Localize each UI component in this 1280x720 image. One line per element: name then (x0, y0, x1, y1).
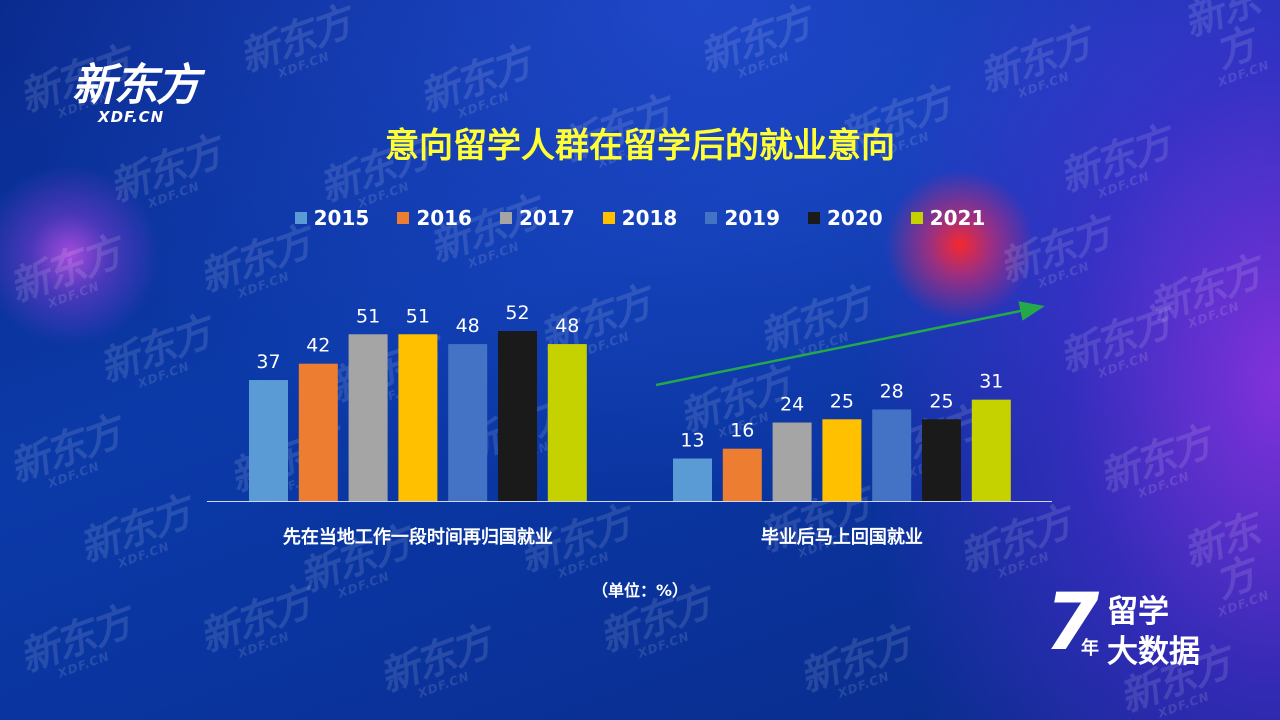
legend-label: 2016 (416, 206, 472, 230)
data-label: 31 (979, 371, 1003, 393)
legend-swatch (808, 212, 820, 224)
badge-line2: 大数据 (1107, 634, 1200, 670)
legend-item-2018: 2018 (602, 206, 678, 230)
legend-label: 2018 (621, 206, 678, 230)
badge-line1: 留学 (1107, 594, 1169, 630)
badge-year: 年 (1081, 638, 1099, 659)
legend-label: 2017 (518, 206, 575, 230)
bar-2017-0 (348, 334, 388, 501)
bar-2020-0 (498, 331, 537, 501)
badge-number: 7 (1045, 578, 1100, 668)
legend-swatch (602, 212, 615, 224)
bar-2021-0 (547, 344, 587, 501)
logo-domain: XDF.CN (98, 108, 165, 126)
legend-label: 2021 (929, 206, 986, 230)
legend-item-2019: 2019 (705, 206, 780, 230)
data-label: 48 (456, 315, 480, 337)
data-label: 51 (406, 305, 430, 327)
data-label: 48 (555, 315, 579, 337)
legend-item-2017: 2017 (499, 206, 575, 230)
chart-title: 意向留学人群在留学后的就业意向 (385, 126, 895, 166)
legend-swatch (705, 212, 718, 224)
bar-2020-1 (922, 419, 961, 501)
legend-label: 2015 (313, 206, 370, 230)
bar-2016-0 (298, 363, 338, 501)
bar-2017-1 (772, 422, 812, 501)
trend-arrow (655, 301, 1045, 387)
brand-logo: 新东方 XDF.CN (72, 60, 200, 127)
bar-2015-1 (673, 458, 712, 501)
data-label: 37 (256, 351, 280, 373)
legend-swatch (397, 212, 410, 224)
bar-2016-1 (722, 448, 762, 501)
legend-label: 2019 (724, 206, 780, 230)
data-label: 13 (680, 430, 704, 452)
data-label: 24 (780, 394, 804, 416)
legend-swatch (910, 212, 923, 224)
bar-2019-0 (448, 344, 488, 501)
chart-legend: 2015 2016 2017 2018 2019 2020 2021 (0, 206, 1280, 230)
bar-2018-1 (822, 419, 862, 501)
legend-item-2016: 2016 (397, 206, 472, 230)
bar-2018-0 (398, 334, 438, 501)
data-label: 42 (306, 335, 330, 357)
bar-2019-1 (872, 409, 912, 501)
data-label: 16 (730, 420, 754, 442)
category-label: 先在当地工作一段时间再归国就业 (283, 526, 553, 548)
data-label: 51 (356, 305, 380, 327)
legend-item-2015: 2015 (294, 206, 370, 230)
legend-swatch (499, 212, 512, 224)
legend-swatch (294, 212, 307, 224)
legend-label: 2020 (827, 206, 883, 230)
legend-item-2021: 2021 (910, 206, 986, 230)
data-label: 25 (929, 390, 953, 412)
data-label: 52 (505, 302, 529, 324)
unit-label: （单位：%） (591, 581, 689, 600)
data-label: 28 (880, 380, 904, 402)
category-label: 毕业后马上回国就业 (761, 526, 923, 548)
bar-2015-0 (249, 380, 288, 501)
data-label: 25 (830, 390, 854, 412)
bar-2021-1 (971, 399, 1011, 501)
logo-text: 新东方 (72, 60, 200, 111)
legend-item-2020: 2020 (808, 206, 883, 230)
